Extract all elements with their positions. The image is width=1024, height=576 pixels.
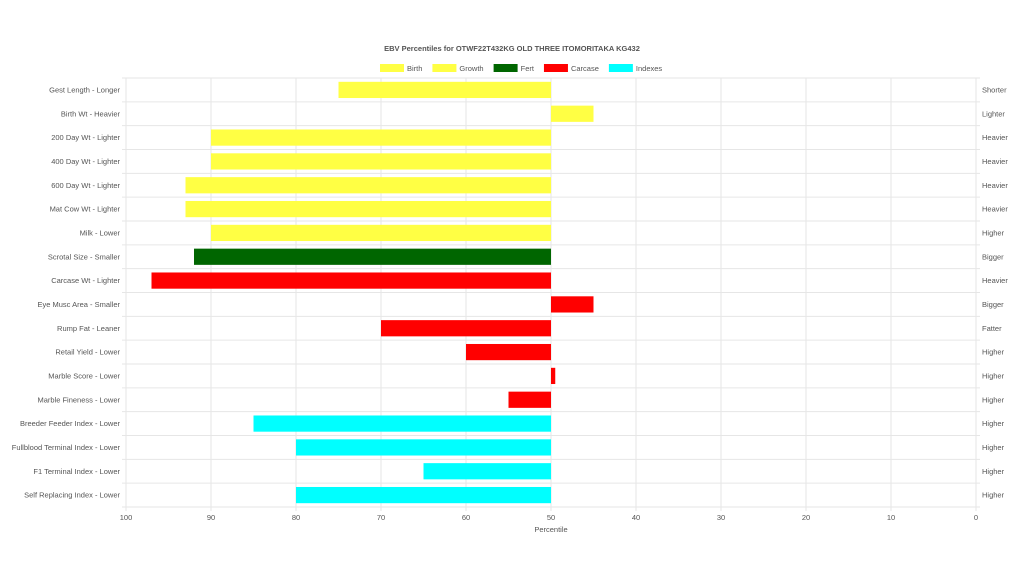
bars [151,81,594,504]
bar-gest-length-longer[interactable] [338,81,552,99]
x-tick-label: 50 [547,513,555,522]
direction-label: Bigger [982,300,1004,309]
category-label: Milk - Lower [80,228,121,237]
category-label: Eye Musc Area - Smaller [37,300,120,309]
bar-birth-wt-heavier[interactable] [551,105,594,122]
direction-label: Higher [982,491,1005,500]
direction-label: Higher [982,419,1005,428]
category-label: 200 Day Wt - Lighter [51,133,120,142]
x-tick-label: 80 [292,513,300,522]
direction-label: Heavier [982,133,1008,142]
direction-label: Higher [982,467,1005,476]
direction-label: Lighter [982,109,1005,118]
bar-carcase-wt-lighter[interactable] [151,272,552,289]
x-tick-label: 30 [717,513,725,522]
x-tick-label: 0 [974,513,978,522]
legend-swatch-indexes[interactable] [608,64,633,72]
x-tick-label: 90 [207,513,215,522]
direction-label: Shorter [982,85,1007,94]
direction-label: Heavier [982,181,1008,190]
legend-swatch-carcase[interactable] [543,64,568,72]
bar-marble-score-lower[interactable] [551,367,556,385]
category-label: Marble Fineness - Lower [37,395,120,404]
legend-swatch-birth[interactable] [380,64,404,72]
bar-retail-yield-lower[interactable] [466,343,551,361]
category-label: Fullblood Terminal Index - Lower [12,443,121,452]
bar-200-day-wt-lighter[interactable] [211,129,551,146]
bar-rump-fat-leaner[interactable] [381,320,551,337]
category-label: Self Replacing Index - Lower [24,491,120,500]
x-tick-label: 40 [632,513,640,522]
x-tick-label: 100 [120,513,133,522]
bar-600-day-wt-lighter[interactable] [185,177,552,194]
bar-breeder-feeder-index-lower[interactable] [253,415,552,432]
direction-label: Heavier [982,157,1008,166]
category-label: 600 Day Wt - Lighter [51,181,120,190]
bar-f1-terminal-index-lower[interactable] [423,463,552,480]
category-label: 400 Day Wt - Lighter [51,157,120,166]
category-label: F1 Terminal Index - Lower [33,467,120,476]
category-label: Marble Score - Lower [48,371,120,380]
direction-label: Higher [982,371,1005,380]
legend-label-fert[interactable]: Fert [521,64,535,73]
category-label: Breeder Feeder Index - Lower [20,419,121,428]
legend-label-indexes[interactable]: Indexes [636,64,663,73]
x-axis-title: Percentile [534,525,567,534]
bar-milk-lower[interactable] [211,224,551,242]
bar-scrotal-size-smaller[interactable] [194,248,551,265]
x-tick-label: 70 [377,513,385,522]
category-label: Rump Fat - Leaner [57,324,120,333]
legend-swatch-growth[interactable] [432,64,457,72]
bar-eye-musc-area-smaller[interactable] [551,296,594,313]
bar-400-day-wt-lighter[interactable] [211,153,551,170]
category-label: Birth Wt - Heavier [61,109,121,118]
chart-title: EBV Percentiles for OTWF22T432KG OLD THR… [384,44,640,53]
category-label: Retail Yield - Lower [55,348,120,357]
direction-label: Higher [982,228,1005,237]
x-tick-label: 60 [462,513,470,522]
legend-label-birth[interactable]: Birth [407,64,422,73]
category-label: Mat Cow Wt - Lighter [50,205,121,214]
direction-label: Higher [982,395,1005,404]
direction-labels: Shorter Lighter Heavier Heavier Heavier Heavi… [982,85,1008,499]
x-tick-label: 20 [802,513,810,522]
category-labels: Gest Length - Longer Birth Wt - Heavier 20… [12,85,121,499]
direction-label: Higher [982,348,1005,357]
bar-mat-cow-wt-lighter[interactable] [185,200,552,218]
bar-fullblood-terminal-index-lower[interactable] [296,439,551,456]
category-label: Gest Length - Longer [49,85,120,94]
grid [122,77,980,511]
legend-label-carcase[interactable]: Carcase [571,64,599,73]
x-axis-ticks: 100 90 80 70 60 50 40 30 20 10 0 [120,513,978,522]
direction-label: Heavier [982,276,1008,285]
direction-label: Fatter [982,324,1002,333]
direction-label: Higher [982,443,1005,452]
category-label: Carcase Wt - Lighter [51,276,120,285]
legend-swatch-fert[interactable] [493,64,518,72]
legend: Birth Growth Fert Carcase Indexes [380,64,662,73]
legend-label-growth[interactable]: Growth [459,64,483,73]
x-tick-label: 10 [887,513,895,522]
direction-label: Heavier [982,205,1008,214]
bar-marble-fineness-lower[interactable] [508,391,552,408]
bar-self-replacing-index-lower[interactable] [296,486,551,504]
category-label: Scrotal Size - Smaller [48,252,121,261]
direction-label: Bigger [982,252,1004,261]
